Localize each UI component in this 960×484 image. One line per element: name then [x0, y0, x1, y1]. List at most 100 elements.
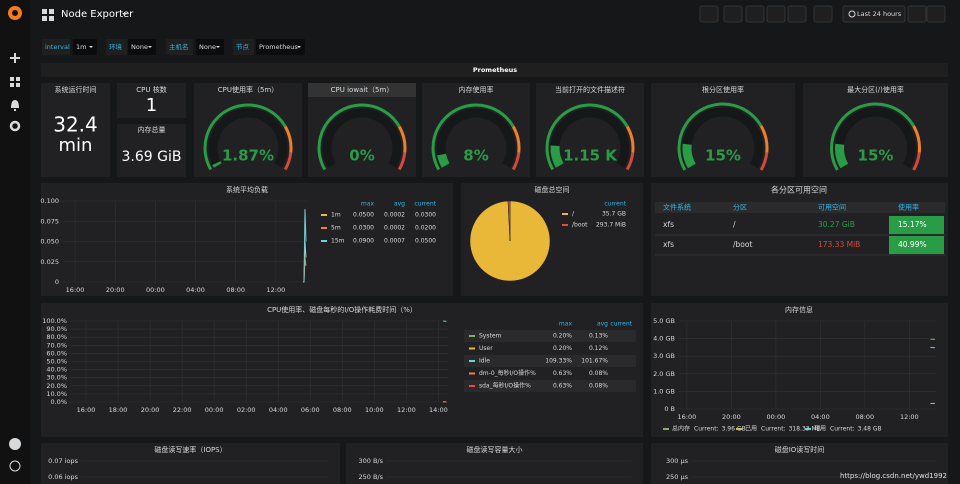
x-tick-label: 12:00 — [397, 406, 416, 414]
icon-help[interactable] — [9, 460, 21, 472]
variable-value-box[interactable] — [196, 39, 224, 55]
toolbar-button[interactable] — [766, 5, 786, 23]
y-tick-label: 300 B/s — [358, 457, 383, 465]
legend-swatch — [321, 240, 327, 242]
gauge-threshold — [912, 152, 921, 171]
y-tick-label: 300 µs — [666, 457, 689, 465]
gauge-value: 1.87% — [222, 147, 274, 165]
table-cell: 30.27 GiB — [818, 220, 855, 229]
legend-swatch — [663, 428, 669, 430]
toolbar-button[interactable] — [813, 5, 833, 23]
variable-value: 1m — [76, 43, 86, 51]
legend-max: 0.0500 — [353, 212, 374, 219]
gauge-fill — [835, 143, 849, 169]
y-tick-label: 90.0% — [46, 325, 67, 333]
panel-title: 内存信息 — [785, 305, 813, 314]
row-bar[interactable] — [41, 63, 948, 77]
gauge-threshold — [203, 103, 287, 171]
y-tick-label: 0.050 — [40, 238, 59, 246]
legend-name: 15m — [331, 238, 345, 245]
legend-swatch — [321, 227, 327, 229]
legend-name: 总内存 — [672, 425, 690, 433]
legend-max: 109.33% — [545, 358, 572, 365]
legend-value: 293.7 MiB — [596, 222, 626, 229]
panel-title: 磁盘读写速率（IOPS） — [154, 445, 226, 454]
dashboard-title[interactable]: Node Exporter — [61, 9, 134, 20]
y-tick-label: 0.0% — [50, 398, 67, 406]
legend-avg: 0.12% — [589, 345, 608, 352]
gauge-threshold — [677, 102, 763, 171]
y-tick-label: 40.0% — [46, 366, 67, 374]
legend-swatch — [321, 214, 327, 216]
panel — [117, 83, 186, 118]
x-tick-label: 22:00 — [173, 406, 192, 414]
y-tick-label: 3.0 GB — [653, 352, 675, 360]
icon-config[interactable] — [9, 120, 21, 132]
stat-value: 32.4 — [53, 113, 98, 137]
legend-avg: 0.0002 — [384, 225, 405, 232]
icon-dashboard-grid — [42, 9, 54, 21]
variable-label-box — [233, 39, 254, 55]
stat-title: CPU 核数 — [136, 85, 166, 94]
legend-current-label: Current: — [761, 426, 786, 433]
y-tick-label: 0 B — [664, 405, 675, 413]
x-tick-label: 00:00 — [146, 286, 165, 294]
toolbar-button[interactable] — [699, 5, 719, 23]
row-title[interactable]: Prometheus — [473, 66, 517, 74]
watermark: https://blog.csdn.net/ywd1992 — [840, 472, 947, 480]
stat-unit: min — [59, 135, 93, 156]
toolbar-button[interactable] — [907, 5, 927, 23]
legend-swatch — [469, 360, 475, 362]
legend-max: 0.63% — [553, 370, 572, 377]
y-tick-label: 0.100 — [40, 197, 59, 205]
gauge-value: 0% — [349, 147, 374, 165]
panel — [117, 124, 186, 177]
legend-avg: 101.67% — [581, 358, 608, 365]
legend-header: current — [610, 321, 632, 328]
table-header: 可用空间 — [818, 203, 846, 212]
time-range[interactable]: Last 24 hours — [857, 10, 902, 18]
legend-avg: 0.08% — [589, 383, 608, 390]
table-cell: 15.17% — [898, 220, 927, 229]
y-tick-label: 100.0% — [42, 317, 67, 325]
variable-value-box[interactable] — [73, 39, 97, 55]
usage-cell — [889, 216, 944, 234]
icon-avatar[interactable] — [9, 438, 21, 450]
icon-dashboards[interactable] — [10, 77, 20, 87]
stat-value: 3.69 GiB — [122, 149, 182, 165]
y-tick-label: 5.0 GB — [653, 317, 675, 325]
x-tick-label: 20:00 — [722, 413, 741, 421]
panel — [41, 83, 110, 177]
logo-inner — [12, 10, 18, 16]
x-tick-label: 08:00 — [333, 406, 352, 414]
panel-title: CPU使用率、磁盘每秒的I/O操作耗费时间（%） — [267, 305, 417, 314]
toolbar-button[interactable] — [787, 5, 807, 23]
variable-value-box[interactable] — [256, 39, 305, 55]
icon-alerting[interactable] — [11, 100, 19, 111]
gauge-threshold — [830, 102, 915, 171]
x-tick-label: 20:00 — [141, 406, 160, 414]
icon-create[interactable] — [10, 53, 20, 63]
gauge-value: 1.15 K — [563, 147, 618, 165]
time-picker[interactable] — [842, 5, 906, 23]
series-line — [302, 209, 307, 283]
gauge-value: 8% — [463, 147, 488, 165]
variable-value-box[interactable] — [128, 39, 156, 55]
legend-swatch — [805, 428, 811, 430]
gauge-fill — [437, 153, 450, 168]
variable-value: None — [131, 43, 148, 51]
gauge-fill — [212, 161, 222, 168]
toolbar-button[interactable] — [723, 5, 743, 23]
toolbar-button[interactable] — [745, 5, 765, 23]
toolbar-button[interactable] — [926, 5, 946, 23]
legend-swatch — [469, 347, 475, 350]
x-tick-label: 10:00 — [365, 406, 384, 414]
gauge-threshold — [511, 152, 521, 171]
legend-current: 3.96 GB — [722, 426, 746, 433]
gauge-threshold — [511, 125, 521, 153]
y-tick-label: 70.0% — [46, 341, 67, 349]
gauge-threshold — [397, 152, 407, 171]
table-cell: 40.99% — [898, 240, 927, 249]
sidebar — [0, 0, 30, 484]
gauge-threshold — [317, 103, 401, 171]
